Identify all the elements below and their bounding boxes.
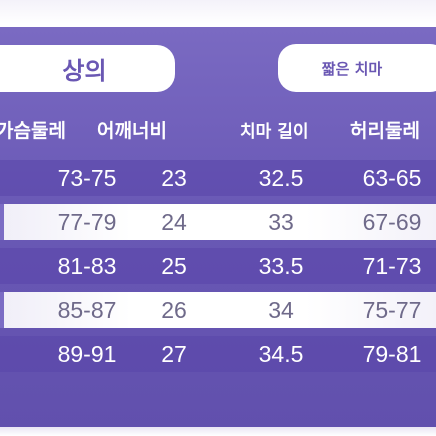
table-row: 73-75 23 32.5 63-65 bbox=[0, 160, 436, 196]
cell-skirt-length: 34 bbox=[268, 296, 294, 323]
cell-shoulder: 24 bbox=[161, 208, 187, 235]
cell-chest: 85-87 bbox=[57, 296, 117, 323]
cell-skirt-length: 33.5 bbox=[258, 252, 304, 279]
cell-shoulder: 26 bbox=[161, 296, 187, 323]
cell-waist: 79-81 bbox=[362, 340, 422, 367]
table-row: 89-91 27 34.5 79-81 bbox=[0, 336, 436, 372]
cell-shoulder: 25 bbox=[161, 252, 187, 279]
cell-chest: 81-83 bbox=[57, 252, 117, 279]
cell-waist: 63-65 bbox=[362, 164, 422, 191]
cell-shoulder: 23 bbox=[161, 164, 187, 191]
cell-chest: 77-79 bbox=[57, 208, 117, 235]
cell-chest: 89-91 bbox=[57, 340, 117, 367]
cell-skirt-length: 32.5 bbox=[258, 164, 304, 191]
tab-top-garment-label: 상의 bbox=[62, 57, 107, 85]
tab-short-skirt: 짧은 치마 bbox=[278, 44, 436, 92]
header-waist: 허리둘레 bbox=[350, 119, 420, 142]
table-row: 85-87 26 34 75-77 bbox=[0, 292, 436, 328]
cell-skirt-length: 33 bbox=[268, 208, 294, 235]
header-shoulder: 어깨너비 bbox=[97, 119, 167, 142]
header-skirt-length: 치마 길이 bbox=[240, 121, 309, 142]
table-row: 81-83 25 33.5 71-73 bbox=[0, 248, 436, 284]
top-strip bbox=[0, 0, 436, 24]
cell-skirt-length: 34.5 bbox=[258, 340, 304, 367]
cell-waist: 71-73 bbox=[362, 252, 422, 279]
cell-shoulder: 27 bbox=[161, 340, 187, 367]
tab-top-garment: 상의 bbox=[0, 45, 175, 92]
table-row: 77-79 24 33 67-69 bbox=[0, 204, 436, 240]
bottom-shade bbox=[0, 427, 436, 436]
header-chest: 가슴둘레 bbox=[0, 119, 66, 142]
cell-waist: 67-69 bbox=[362, 208, 422, 235]
cell-waist: 75-77 bbox=[362, 296, 422, 323]
tab-short-skirt-label: 짧은 치마 bbox=[321, 59, 383, 78]
cell-chest: 73-75 bbox=[57, 164, 117, 191]
